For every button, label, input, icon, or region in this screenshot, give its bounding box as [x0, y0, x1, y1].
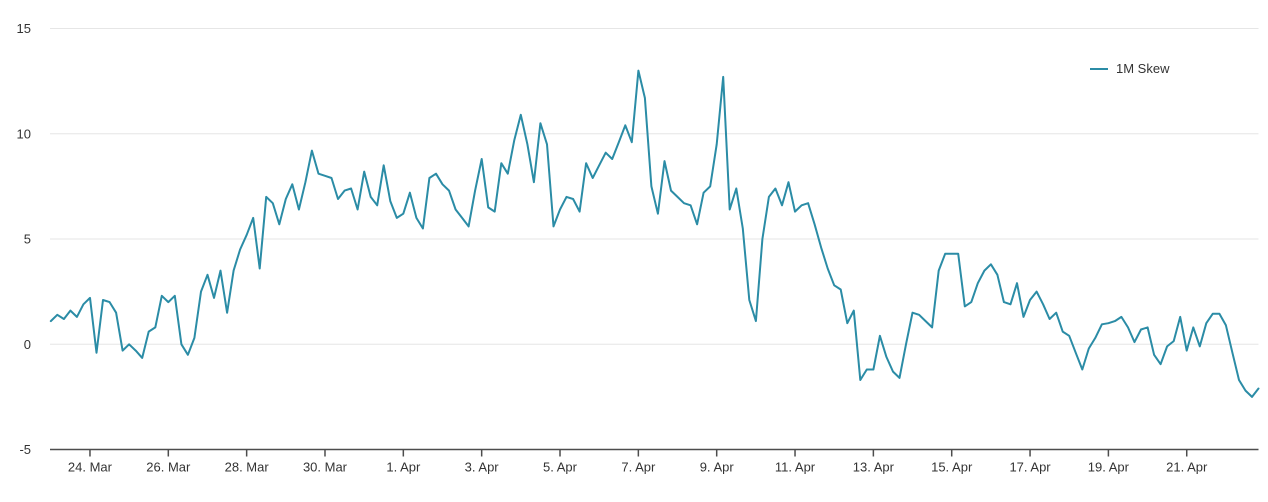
x-axis-label: 1. Apr	[386, 460, 421, 475]
y-axis-label: 10	[17, 126, 31, 141]
x-axis-label: 3. Apr	[465, 460, 500, 475]
legend-item-1m-skew[interactable]: 1M Skew	[1090, 61, 1169, 76]
x-axis-label: 21. Apr	[1166, 460, 1208, 475]
x-axis-label: 11. Apr	[775, 460, 816, 475]
x-axis-label: 19. Apr	[1088, 460, 1130, 475]
x-axis-label: 9. Apr	[700, 460, 735, 475]
legend-label: 1M Skew	[1116, 61, 1170, 76]
x-axis-label: 28. Mar	[225, 460, 270, 475]
x-axis-label: 24. Mar	[68, 460, 113, 475]
x-axis-label: 13. Apr	[853, 460, 895, 475]
x-axis-label: 15. Apr	[931, 460, 973, 475]
x-axis-label: 26. Mar	[146, 460, 191, 475]
x-axis-label: 17. Apr	[1009, 460, 1051, 475]
x-axis-label: 30. Mar	[303, 460, 348, 475]
series-line-1m-skew[interactable]	[49, 69, 1260, 398]
y-axis-label: 5	[24, 232, 31, 247]
y-axis-label: 15	[17, 21, 31, 36]
y-axis-label: -5	[19, 442, 31, 457]
x-axis-label: 7. Apr	[621, 460, 656, 475]
x-axis-label: 5. Apr	[543, 460, 578, 475]
y-axis-label: 0	[24, 337, 31, 352]
legend-line-swatch	[1090, 67, 1108, 70]
